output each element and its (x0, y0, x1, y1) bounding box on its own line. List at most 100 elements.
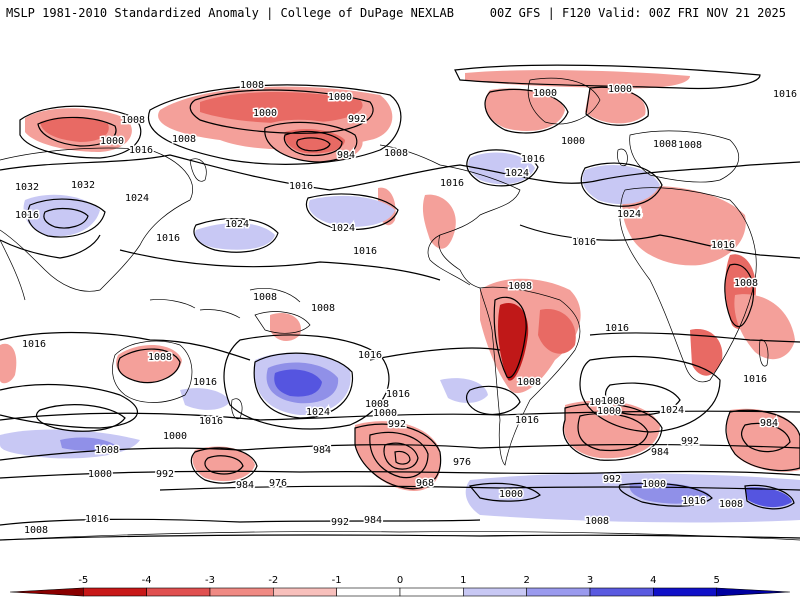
colorbar-tick-label: 5 (713, 575, 719, 586)
colorbar-tick-label: 1 (460, 575, 466, 586)
colorbar-segment (273, 587, 337, 597)
coast-indonesia (149, 288, 301, 319)
isobar-label-1016: 1016 (515, 415, 539, 426)
isobar-label-984: 984 (364, 515, 382, 526)
isobar-984-southern-belt (159, 485, 800, 491)
pos-anomaly-asia (23, 194, 101, 237)
isobar-label-1008: 1008 (653, 139, 677, 150)
isobar-1008-antarctic-east (744, 484, 795, 510)
colorbar-tick-label: -1 (332, 575, 342, 586)
colorbar-segment (526, 587, 591, 597)
isobar-label-1000: 1000 (499, 489, 523, 500)
neg-anomaly-brazil (538, 309, 576, 354)
isobar-label-1016: 1016 (156, 233, 180, 244)
isobar-label-1024: 1024 (617, 209, 641, 220)
isobar-label-1016: 1016 (386, 389, 410, 400)
isobar-976-aleutian-core (296, 137, 331, 152)
isobar-label-1016: 1016 (711, 240, 735, 251)
neg-anomaly-siberia-core (40, 116, 109, 142)
isobar-1008-antarctic (0, 534, 800, 541)
isobar-1008-africa (724, 263, 754, 328)
isobar-1016-near-sa (465, 385, 521, 416)
pos-anomaly-south-pacific-high-core (274, 369, 322, 397)
isobar-label-1008: 1008 (508, 281, 532, 292)
isobar-label-1008: 1008 (585, 516, 609, 527)
colorbar-segment (653, 587, 717, 597)
isobar-label-1008: 1008 (253, 292, 277, 303)
isobar-label-992: 992 (331, 517, 349, 528)
isobar-1000-greenland (484, 88, 569, 134)
colorbar-segment (9, 587, 84, 597)
isobar-label-984: 984 (651, 447, 669, 458)
colorbar-tick-label: 3 (587, 575, 593, 586)
colorbar-tick-label: 2 (523, 575, 529, 586)
isobar-label-1008: 1008 (678, 140, 702, 151)
neg-anomaly-greenland (485, 88, 565, 131)
isobar-label-1008: 1008 (365, 399, 389, 410)
isobar-label-984: 984 (236, 480, 254, 491)
isobar-1024-east-pacific (193, 218, 279, 253)
isobar-label-1008: 1008 (601, 396, 625, 407)
isobar-1016-south-atlantic (579, 356, 721, 433)
coast-africa (619, 187, 757, 383)
isobar-label-1016: 1016 (22, 339, 46, 350)
isobar-label-976: 976 (453, 457, 471, 468)
isobar-1016-south-subtropic-west (0, 331, 251, 361)
map-title: MSLP 1981-2010 Standardized Anomaly | Co… (6, 6, 454, 20)
isobar-label-1008: 1008 (719, 499, 743, 510)
model-valid-time: 00Z GFS | F120 Valid: 00Z FRI NOV 21 202… (489, 6, 786, 20)
isobar-label-992: 992 (388, 419, 406, 430)
isobar-label-1008: 1008 (240, 80, 264, 91)
pos-anomaly-east-pacific (194, 223, 275, 250)
colorbar-tick-label: 0 (397, 575, 403, 586)
colorbar-segment (146, 587, 211, 597)
isobar-label-984: 984 (313, 445, 331, 456)
isobar-976-south-indian-core (741, 422, 791, 453)
isobar-label-1032: 1032 (15, 182, 39, 193)
coast-asia (0, 147, 193, 292)
isobar-label-992: 992 (348, 114, 366, 125)
isobar-label-1024: 1024 (306, 407, 330, 418)
colorbar-tick-label: -4 (142, 575, 152, 586)
isobar-1032-asia-high-core (43, 207, 89, 229)
pos-anomaly-south-ocean-west-mid (60, 437, 115, 451)
isobar-984-south-pacific-west-core (204, 455, 244, 475)
colorbar-ticks: -5 -4 -3 -2 -1 0 1 2 3 4 5 (78, 575, 720, 586)
isobar-1000-arctic-east (585, 86, 649, 126)
pos-anomaly-central-pacific (308, 195, 395, 227)
isobar-1024-asia-high (27, 198, 106, 238)
isobar-label-1000: 1000 (88, 469, 112, 480)
isobar-label-976: 976 (269, 478, 287, 489)
isobar-label-1016: 1016 (353, 246, 377, 257)
isobar-984-south-pacific-low (369, 431, 429, 479)
isobar-1016-pacific-subtropic (119, 249, 441, 281)
isobar-1016-south-pacific (223, 334, 390, 430)
isobar-984-aleutian (283, 130, 343, 157)
isobar-992-aleutian (264, 121, 358, 163)
isobar-label-1000: 1000 (533, 88, 557, 99)
isobar-label-1024: 1024 (618, 209, 642, 220)
isobar-label-1016: 1016 (605, 323, 629, 334)
isobar-1024-north-atlantic (580, 162, 663, 207)
neg-anomaly-andes-core (497, 303, 529, 381)
coast-india-region (0, 239, 26, 301)
isobar-label-1016: 1016 (15, 210, 39, 221)
isobar-label-1016: 1016 (521, 154, 545, 165)
isobar-1000-siberia (37, 116, 117, 147)
isobar-label-992: 992 (681, 436, 699, 447)
isobar-1008-australia (117, 348, 181, 384)
isobar-label-1000: 1000 (328, 92, 352, 103)
neg-anomaly-indian-ocean-sw (0, 343, 17, 384)
anomaly-colorbar: -5 -4 -3 -2 -1 0 1 2 3 4 5 (9, 575, 791, 597)
colorbar-tick-label: 4 (650, 575, 656, 586)
isobar-label-992: 992 (156, 469, 174, 480)
colorbar-tick-label: -3 (205, 575, 215, 586)
isobar-label-1016: 1016 (199, 416, 223, 427)
isobar-1008-arctic (454, 64, 761, 89)
neg-anomaly-mexico (422, 194, 456, 249)
colorbar-segments (9, 587, 791, 597)
coast-madagascar (759, 339, 769, 367)
neg-anomaly-india (734, 294, 795, 360)
isobar-label-1000: 1000 (608, 84, 632, 95)
negative-anomaly-shading (0, 70, 800, 491)
